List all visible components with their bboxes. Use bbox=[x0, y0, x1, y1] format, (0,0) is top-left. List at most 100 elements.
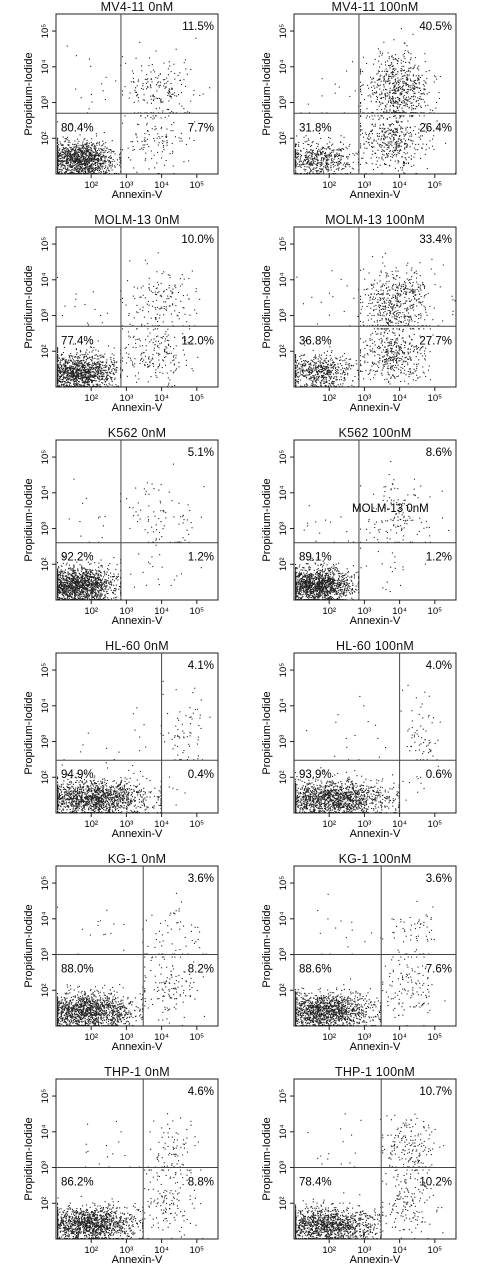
data-point bbox=[398, 90, 400, 92]
data-point bbox=[179, 72, 181, 74]
data-point bbox=[394, 167, 396, 169]
data-point bbox=[425, 28, 427, 30]
data-point bbox=[164, 87, 166, 89]
data-point bbox=[96, 385, 98, 387]
data-point bbox=[57, 366, 59, 368]
data-point bbox=[86, 161, 88, 163]
data-point bbox=[373, 125, 375, 127]
data-point bbox=[158, 86, 160, 88]
data-point bbox=[70, 165, 72, 167]
data-point bbox=[414, 85, 416, 87]
data-point bbox=[168, 88, 170, 90]
data-point bbox=[384, 163, 386, 165]
data-point bbox=[384, 95, 386, 97]
data-point bbox=[60, 166, 62, 168]
data-point bbox=[57, 164, 59, 166]
data-point bbox=[385, 105, 387, 107]
data-point bbox=[395, 110, 397, 112]
data-point bbox=[100, 375, 102, 377]
data-point bbox=[113, 347, 115, 349]
data-point bbox=[73, 160, 75, 162]
data-point bbox=[108, 156, 110, 158]
data-point bbox=[360, 81, 362, 83]
data-point bbox=[76, 379, 78, 381]
data-point bbox=[143, 139, 145, 141]
data-point bbox=[84, 369, 86, 371]
data-point bbox=[335, 161, 337, 163]
data-point bbox=[185, 68, 187, 70]
data-point bbox=[77, 162, 79, 164]
data-point bbox=[397, 160, 399, 162]
data-point bbox=[170, 352, 172, 354]
data-point bbox=[97, 384, 99, 386]
data-point bbox=[316, 156, 318, 158]
data-point bbox=[68, 166, 70, 168]
data-point bbox=[320, 152, 322, 154]
data-point bbox=[78, 362, 80, 364]
data-point bbox=[89, 364, 91, 366]
data-point bbox=[101, 148, 103, 150]
data-point bbox=[348, 365, 350, 367]
data-point bbox=[64, 365, 66, 367]
data-point bbox=[78, 161, 80, 163]
data-point bbox=[371, 124, 373, 126]
data-point bbox=[58, 163, 60, 165]
data-point bbox=[419, 138, 421, 140]
data-point bbox=[90, 379, 92, 381]
data-point bbox=[77, 383, 79, 385]
data-point bbox=[307, 103, 309, 105]
data-point bbox=[371, 78, 373, 80]
data-point bbox=[96, 370, 98, 372]
data-point bbox=[108, 345, 110, 347]
data-point bbox=[142, 88, 144, 90]
data-point bbox=[411, 109, 413, 111]
data-point bbox=[140, 287, 142, 289]
data-point bbox=[186, 321, 188, 323]
data-point bbox=[408, 132, 410, 134]
data-point bbox=[386, 60, 388, 62]
data-point bbox=[60, 375, 62, 377]
data-point bbox=[58, 370, 60, 372]
data-point bbox=[295, 167, 297, 169]
data-point bbox=[379, 101, 381, 103]
data-point bbox=[185, 359, 187, 361]
data-point bbox=[320, 160, 322, 162]
data-point bbox=[98, 378, 100, 380]
data-point bbox=[404, 157, 406, 159]
data-point bbox=[295, 157, 297, 159]
data-point bbox=[408, 52, 410, 54]
data-point bbox=[175, 369, 177, 371]
data-point bbox=[376, 83, 378, 85]
data-point bbox=[397, 96, 399, 98]
data-point bbox=[81, 153, 83, 155]
data-point bbox=[80, 351, 82, 353]
data-point bbox=[134, 358, 136, 360]
data-point bbox=[384, 105, 386, 107]
data-point bbox=[150, 339, 152, 341]
data-point bbox=[384, 70, 386, 72]
data-point bbox=[86, 154, 88, 156]
data-point bbox=[354, 154, 356, 156]
data-point bbox=[84, 170, 86, 172]
data-point bbox=[80, 157, 82, 159]
data-point bbox=[76, 359, 78, 361]
data-point bbox=[68, 150, 70, 152]
data-point bbox=[70, 161, 72, 163]
data-point bbox=[161, 296, 163, 298]
data-point bbox=[57, 162, 59, 164]
data-point bbox=[144, 297, 146, 299]
data-point bbox=[322, 170, 324, 172]
data-point bbox=[436, 78, 438, 80]
data-point bbox=[94, 168, 96, 170]
data-point bbox=[330, 153, 332, 155]
data-point bbox=[396, 140, 398, 142]
data-point bbox=[370, 137, 372, 139]
data-point bbox=[161, 367, 163, 369]
data-point bbox=[63, 156, 65, 158]
data-point bbox=[171, 88, 173, 90]
data-point bbox=[158, 75, 160, 77]
data-point bbox=[330, 154, 332, 156]
data-point bbox=[305, 154, 307, 156]
data-point bbox=[300, 160, 302, 162]
data-point bbox=[77, 369, 79, 371]
